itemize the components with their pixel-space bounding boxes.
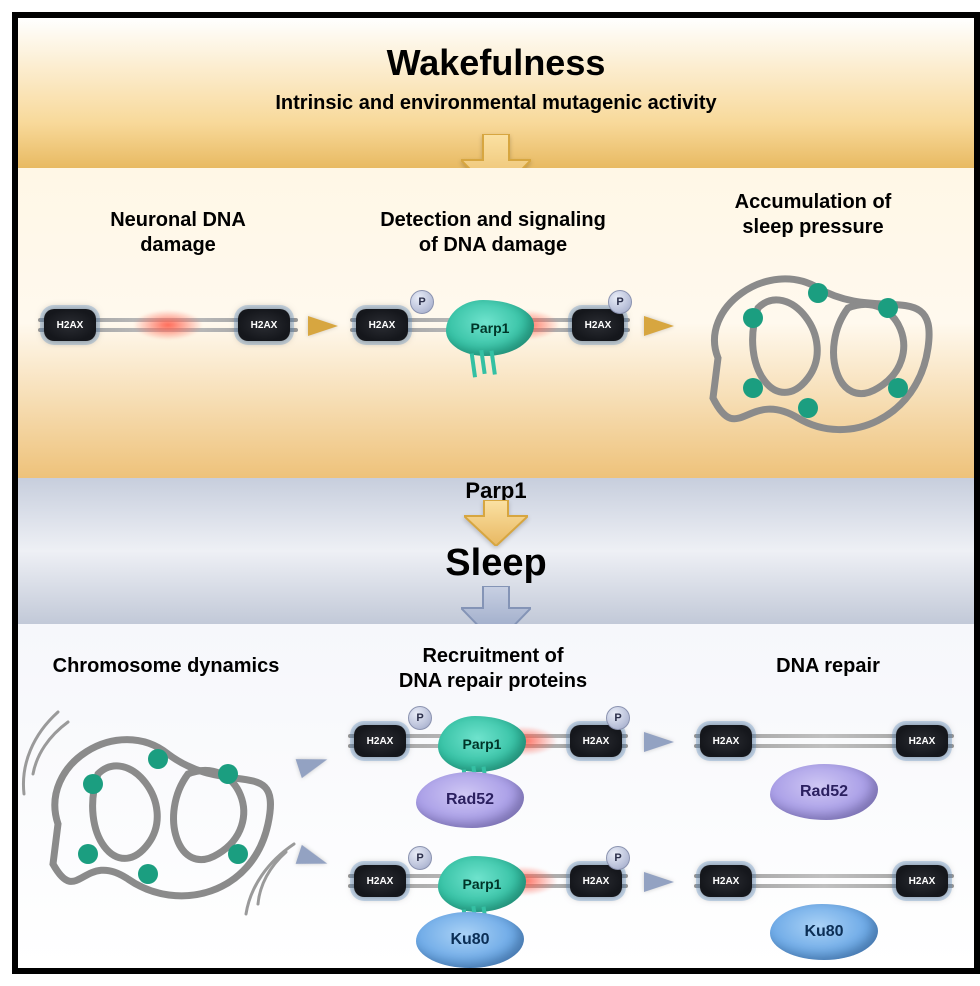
phosphate-icon: P	[606, 706, 630, 730]
step-label-damage: Neuronal DNA damage	[38, 208, 318, 258]
diagram-frame: Wakefulness Intrinsic and environmental …	[12, 12, 980, 974]
parp1-protein-icon: Parp1	[446, 300, 534, 356]
h2ax-protein-icon: H2AX	[238, 309, 290, 341]
chromatin-dynamics-icon	[28, 704, 288, 929]
h2ax-protein-icon: H2AX	[896, 865, 948, 897]
arrow-right-icon	[296, 750, 331, 778]
dna-break-glow-icon	[133, 310, 203, 340]
arrow-right-icon	[308, 316, 338, 336]
h2ax-protein-icon: H2AX	[572, 309, 624, 341]
step-label-detection: Detection and signaling of DNA damage	[338, 208, 648, 258]
step-label-repair: DNA repair	[708, 654, 948, 679]
rad52-protein-icon: Rad52	[770, 764, 878, 820]
chromatin-tangle-icon	[698, 248, 948, 463]
phosphate-icon: P	[608, 290, 632, 314]
wakefulness-title: Wakefulness	[18, 18, 974, 84]
parp1-protein-icon: Parp1	[438, 716, 526, 772]
h2ax-protein-icon: H2AX	[570, 725, 622, 757]
sleep-header: Parp1 Sleep	[18, 478, 974, 624]
sleep-title: Sleep	[18, 542, 974, 585]
h2ax-protein-icon: H2AX	[354, 865, 406, 897]
h2ax-protein-icon: H2AX	[700, 725, 752, 757]
h2ax-protein-icon: H2AX	[356, 309, 408, 341]
arrow-right-icon	[644, 732, 674, 752]
phosphate-icon: P	[606, 846, 630, 870]
h2ax-protein-icon: H2AX	[570, 865, 622, 897]
step-label-dynamics: Chromosome dynamics	[26, 654, 306, 679]
phosphate-icon: P	[408, 846, 432, 870]
h2ax-protein-icon: H2AX	[44, 309, 96, 341]
arrow-right-icon	[644, 872, 674, 892]
h2ax-protein-icon: H2AX	[700, 865, 752, 897]
rad52-protein-icon: Rad52	[416, 772, 524, 828]
h2ax-protein-icon: H2AX	[896, 725, 948, 757]
wakefulness-header: Wakefulness Intrinsic and environmental …	[18, 18, 974, 168]
wakefulness-body: Neuronal DNA damage Detection and signal…	[18, 168, 974, 478]
ku80-protein-icon: Ku80	[770, 904, 878, 960]
h2ax-protein-icon: H2AX	[354, 725, 406, 757]
parp1-protein-icon: Parp1	[438, 856, 526, 912]
sleep-body: Chromosome dynamics Recruitment of DNA r…	[18, 624, 974, 968]
phosphate-icon: P	[410, 290, 434, 314]
phosphate-icon: P	[408, 706, 432, 730]
ku80-protein-icon: Ku80	[416, 912, 524, 968]
arrow-right-icon	[296, 845, 331, 873]
step-label-recruitment: Recruitment of DNA repair proteins	[338, 644, 648, 694]
wakefulness-subtitle: Intrinsic and environmental mutagenic ac…	[18, 92, 974, 115]
arrow-down-icon	[464, 500, 528, 546]
step-label-accumulation: Accumulation of sleep pressure	[668, 190, 958, 240]
arrow-right-icon	[644, 316, 674, 336]
